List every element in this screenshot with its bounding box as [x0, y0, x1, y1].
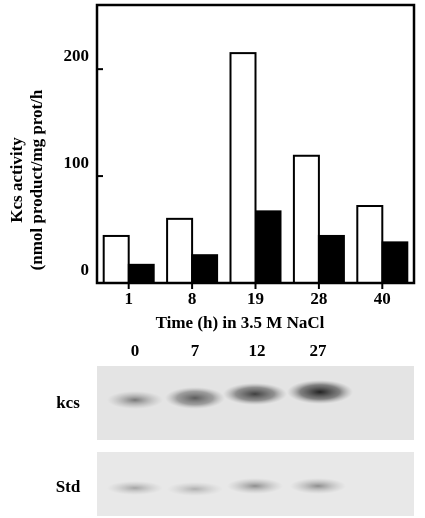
blot-band — [107, 481, 163, 495]
x-tick-label: 28 — [310, 289, 327, 308]
blot-band — [107, 391, 163, 409]
bar — [191, 254, 219, 284]
lane-label: 12 — [249, 341, 266, 360]
bar — [166, 217, 194, 285]
bar — [292, 154, 320, 284]
x-tick-label: 8 — [188, 289, 197, 308]
blot-band — [223, 383, 287, 405]
row-label: kcs — [56, 393, 80, 412]
x-axis-label: Time (h) in 3.5 M NaCl — [156, 313, 325, 332]
bar — [381, 241, 409, 284]
blot-band — [227, 478, 283, 494]
y-label-line: (nmol product/mg prot/h — [27, 89, 46, 270]
y-label-line: Kcs activity — [7, 137, 26, 223]
y-tick-label: 100 — [64, 153, 90, 172]
bar — [254, 210, 282, 284]
row-label: Std — [56, 477, 81, 496]
blot-band — [287, 380, 353, 404]
blot-band — [167, 482, 223, 496]
y-tick-label: 200 — [64, 46, 90, 65]
bar — [102, 234, 130, 284]
lane-label: 27 — [310, 341, 328, 360]
x-tick-label: 1 — [124, 289, 133, 308]
bar — [127, 263, 155, 285]
y-tick-label: 0 — [81, 260, 90, 279]
bar — [229, 52, 257, 284]
lane-label: 7 — [191, 341, 200, 360]
lane-label: 0 — [131, 341, 140, 360]
blot-band — [290, 478, 346, 494]
x-tick-label: 19 — [247, 289, 264, 308]
y-axis-label: Kcs activity (nmol product/mg prot/h — [7, 89, 46, 270]
plot-frame — [95, 3, 416, 285]
x-tick-label: 40 — [374, 289, 391, 308]
bar — [317, 234, 345, 284]
blot-band — [165, 387, 225, 409]
bar — [356, 205, 384, 284]
